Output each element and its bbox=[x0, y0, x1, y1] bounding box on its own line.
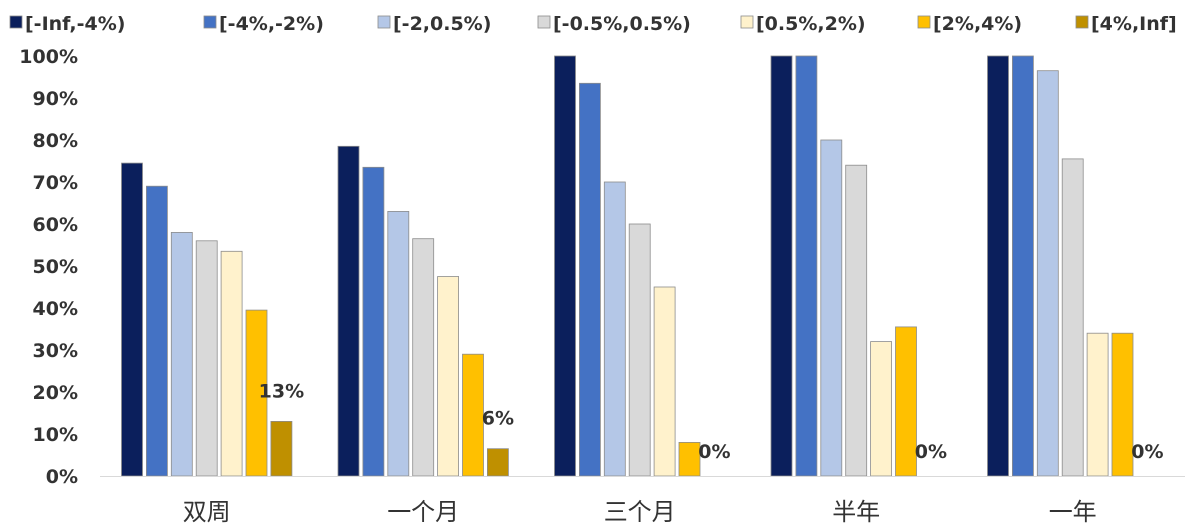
legend-item: [-4%,-2%) bbox=[203, 13, 324, 35]
data-label: 13% bbox=[259, 380, 304, 402]
legend-swatch bbox=[9, 15, 23, 29]
category-label: 一个月 bbox=[387, 498, 459, 526]
y-tick-label: 40% bbox=[33, 298, 78, 320]
legend-label: [-0.5%,0.5%) bbox=[553, 13, 691, 35]
bar bbox=[820, 139, 843, 477]
category-label: 三个月 bbox=[604, 498, 676, 526]
bar bbox=[437, 276, 460, 477]
bar bbox=[770, 55, 793, 477]
x-axis: 双周 一个月 三个月 半年 一年 bbox=[100, 476, 1185, 526]
bar bbox=[1086, 332, 1109, 477]
bar bbox=[1061, 158, 1084, 477]
y-tick-label: 70% bbox=[33, 172, 78, 194]
bar bbox=[412, 238, 435, 477]
legend-swatch bbox=[537, 15, 551, 29]
legend-label: [-2,0.5%) bbox=[393, 13, 491, 35]
bar bbox=[628, 223, 651, 477]
category-label: 半年 bbox=[832, 498, 880, 526]
bar bbox=[845, 164, 868, 477]
y-tick-label: 30% bbox=[33, 340, 78, 362]
bar bbox=[270, 420, 293, 477]
bar bbox=[121, 162, 143, 477]
y-tick-label: 50% bbox=[33, 256, 78, 278]
bar bbox=[1036, 70, 1059, 477]
legend-item: [2%,4%) bbox=[917, 13, 1022, 35]
legend-label: [0.5%,2%) bbox=[756, 13, 866, 35]
legend-label: [-4%,-2%) bbox=[219, 13, 324, 35]
data-label: 0% bbox=[915, 441, 947, 463]
bar bbox=[1111, 332, 1134, 477]
bar bbox=[678, 441, 701, 477]
legend-label: [4%,Inf] bbox=[1091, 13, 1177, 35]
bar bbox=[170, 231, 193, 477]
bar bbox=[895, 326, 917, 477]
category-label: 双周 bbox=[183, 498, 231, 526]
plot-area: 13% 6% 0% 0% 0% bbox=[121, 55, 1164, 477]
y-axis: 0% 10% 20% 30% 40% 50% 60% 70% 80% 90% 100% bbox=[19, 46, 78, 488]
legend-swatch bbox=[740, 15, 754, 29]
bar bbox=[145, 185, 168, 477]
bar bbox=[462, 353, 484, 477]
data-label: 0% bbox=[698, 441, 730, 463]
legend-swatch bbox=[1075, 15, 1089, 29]
bar bbox=[579, 82, 601, 477]
legend-item: [-2,0.5%) bbox=[377, 13, 491, 35]
legend-item: [-0.5%,0.5%) bbox=[537, 13, 691, 35]
y-tick-label: 20% bbox=[33, 382, 78, 404]
bar bbox=[554, 55, 576, 477]
y-tick-label: 0% bbox=[46, 466, 78, 488]
legend: [-Inf,-4%) [-4%,-2%) [-2,0.5%) [-0.5%,0.5%)… bbox=[9, 13, 1177, 35]
bar bbox=[387, 210, 410, 477]
legend-item: [4%,Inf] bbox=[1075, 13, 1177, 35]
bar bbox=[795, 55, 818, 477]
bar bbox=[220, 250, 243, 477]
bar bbox=[870, 341, 892, 477]
legend-label: [2%,4%) bbox=[933, 13, 1022, 35]
legend-item: [-Inf,-4%) bbox=[9, 13, 125, 35]
bar bbox=[362, 166, 385, 477]
legend-swatch bbox=[917, 15, 931, 29]
bar bbox=[603, 181, 626, 477]
legend-swatch bbox=[203, 15, 217, 29]
bar bbox=[486, 448, 509, 477]
bar bbox=[1012, 55, 1034, 477]
category-label: 一年 bbox=[1049, 498, 1097, 526]
y-tick-label: 80% bbox=[33, 130, 78, 152]
legend-swatch bbox=[377, 15, 391, 29]
bar bbox=[987, 55, 1009, 477]
data-label: 0% bbox=[1131, 441, 1163, 463]
y-tick-label: 90% bbox=[33, 88, 78, 110]
bar bbox=[653, 286, 676, 477]
y-tick-label: 10% bbox=[33, 424, 78, 446]
legend-label: [-Inf,-4%) bbox=[25, 13, 125, 35]
bar bbox=[337, 145, 360, 477]
bar bbox=[195, 240, 218, 477]
y-tick-label: 100% bbox=[19, 46, 78, 68]
y-tick-label: 60% bbox=[33, 214, 78, 236]
data-label: 6% bbox=[482, 408, 514, 430]
legend-item: [0.5%,2%) bbox=[740, 13, 866, 35]
